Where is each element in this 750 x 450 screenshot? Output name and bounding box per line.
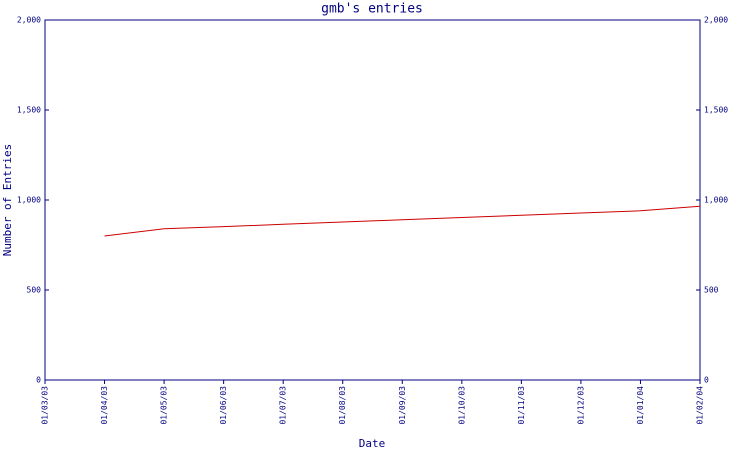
y-tick-label: 1,000 <box>17 196 41 205</box>
y2-tick-label: 2,000 <box>704 16 728 25</box>
x-tick-label: 01/11/03 <box>517 386 526 425</box>
x-tick-label: 01/05/03 <box>160 386 169 425</box>
y-tick-label: 1,500 <box>17 106 41 115</box>
plot-frame <box>44 19 701 381</box>
y2-tick-label: 1,500 <box>704 106 728 115</box>
data-line <box>104 205 701 237</box>
y-tick-label: 0 <box>36 376 41 385</box>
y-axis-label: Number of Entries <box>1 144 14 257</box>
y2-tick-label: 500 <box>704 286 719 295</box>
y2-tick-label: 1,000 <box>704 196 728 205</box>
x-axis-label: Date <box>359 437 386 450</box>
x-tick-label: 01/10/03 <box>457 386 466 425</box>
x-tick-label: 01/02/04 <box>696 386 705 425</box>
y2-tick-label: 0 <box>704 376 709 385</box>
x-tick-label: 01/03/03 <box>41 386 50 425</box>
y-tick-label: 2,000 <box>17 16 41 25</box>
x-tick-label: 01/06/03 <box>219 386 228 425</box>
x-tick-label: 01/04/03 <box>100 386 109 425</box>
x-tick-label: 01/12/03 <box>576 386 585 425</box>
y-tick-label: 500 <box>27 286 42 295</box>
x-tick-label: 01/07/03 <box>279 386 288 425</box>
x-tick-label: 01/01/04 <box>636 386 645 425</box>
chart-title: gmb's entries <box>321 2 423 17</box>
x-tick-label: 01/08/03 <box>338 386 347 425</box>
x-tick-label: 01/09/03 <box>398 386 407 425</box>
